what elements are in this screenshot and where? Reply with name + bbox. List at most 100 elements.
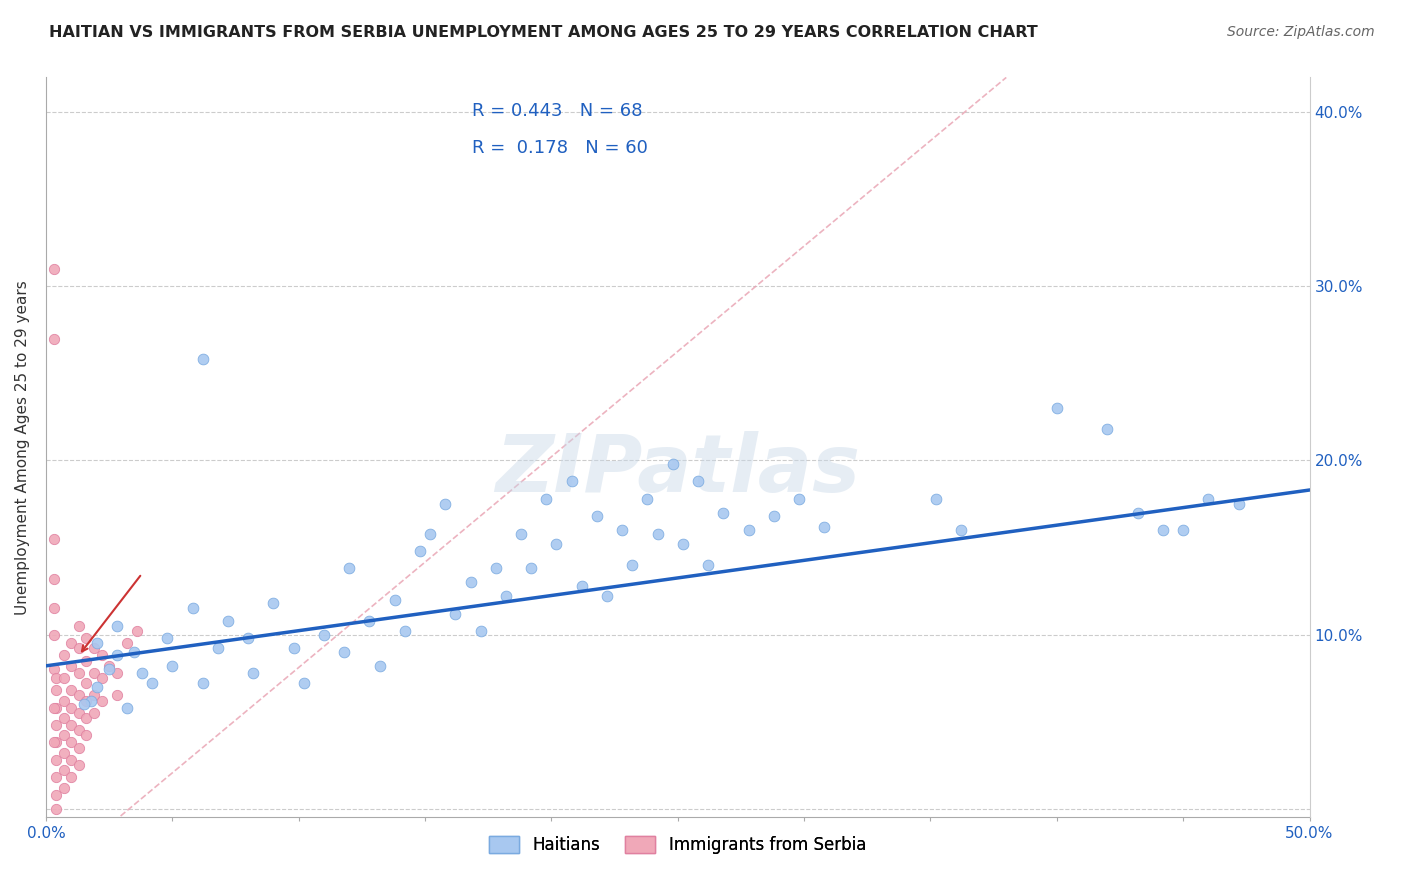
Point [262,596,284,610]
Point [52,764,75,778]
Point [711,506,734,520]
Point [1173,523,1195,537]
Point [207,641,229,656]
Point [141,676,163,690]
Point [86,636,108,650]
Point [610,523,633,537]
Point [124,645,146,659]
Point [67,706,90,720]
Point [45,801,67,815]
Point [75,654,97,668]
Point [67,758,90,772]
Point [672,537,695,551]
Point [45,700,67,714]
Point [67,665,90,680]
Point [337,561,360,575]
Point [561,475,583,489]
Point [60,753,83,767]
Point [60,658,83,673]
Point [60,770,83,784]
Point [368,658,391,673]
Point [45,753,67,767]
Point [75,729,97,743]
Point [434,497,457,511]
Point [621,558,644,572]
Point [217,614,239,628]
Point [45,683,67,698]
Point [52,693,75,707]
Point [312,627,335,641]
Point [52,780,75,795]
Point [1126,506,1149,520]
Point [90,693,112,707]
Point [80,693,103,707]
Point [60,683,83,698]
Point [520,561,543,575]
Point [105,648,128,663]
Point [394,624,416,638]
Point [125,624,148,638]
Point [242,665,264,680]
Point [86,680,108,694]
Point [510,526,533,541]
Point [924,491,946,506]
Point [60,735,83,749]
Point [191,352,214,367]
Point [115,700,138,714]
Point [45,735,67,749]
Point [73,697,96,711]
Text: Source: ZipAtlas.com: Source: ZipAtlas.com [1227,25,1375,39]
Point [52,648,75,663]
Point [90,671,112,685]
Point [42,735,65,749]
Point [42,601,65,615]
Point [546,537,568,551]
Point [181,601,204,615]
Point [42,332,65,346]
Point [52,746,75,760]
Point [737,523,759,537]
Point [42,572,65,586]
Point [98,662,121,676]
Point [636,491,658,506]
Point [52,671,75,685]
Point [67,723,90,738]
Point [42,627,65,641]
Point [105,665,128,680]
Legend: Haitians, Immigrants from Serbia: Haitians, Immigrants from Serbia [482,830,873,861]
Point [283,641,305,656]
Text: HAITIAN VS IMMIGRANTS FROM SERBIA UNEMPLOYMENT AMONG AGES 25 TO 29 YEARS CORRELA: HAITIAN VS IMMIGRANTS FROM SERBIA UNEMPL… [49,25,1038,40]
Point [661,457,683,471]
Point [42,662,65,676]
Point [75,693,97,707]
Point [460,575,482,590]
Point [60,700,83,714]
Point [83,689,105,703]
Point [444,607,467,621]
Point [75,711,97,725]
Point [571,579,593,593]
Point [60,718,83,732]
Point [359,614,381,628]
Point [536,491,558,506]
Text: R =  0.178   N = 60: R = 0.178 N = 60 [472,139,648,157]
Point [75,676,97,690]
Point [333,645,356,659]
Point [105,619,128,633]
Point [384,592,406,607]
Point [1227,497,1250,511]
Point [52,729,75,743]
Point [586,509,609,524]
Point [162,658,184,673]
Point [813,519,835,533]
Point [67,641,90,656]
Point [697,558,720,572]
Point [98,658,121,673]
Point [42,261,65,276]
Point [52,711,75,725]
Point [686,475,709,489]
Point [83,641,105,656]
Point [470,624,492,638]
Point [156,631,179,645]
Point [647,526,669,541]
